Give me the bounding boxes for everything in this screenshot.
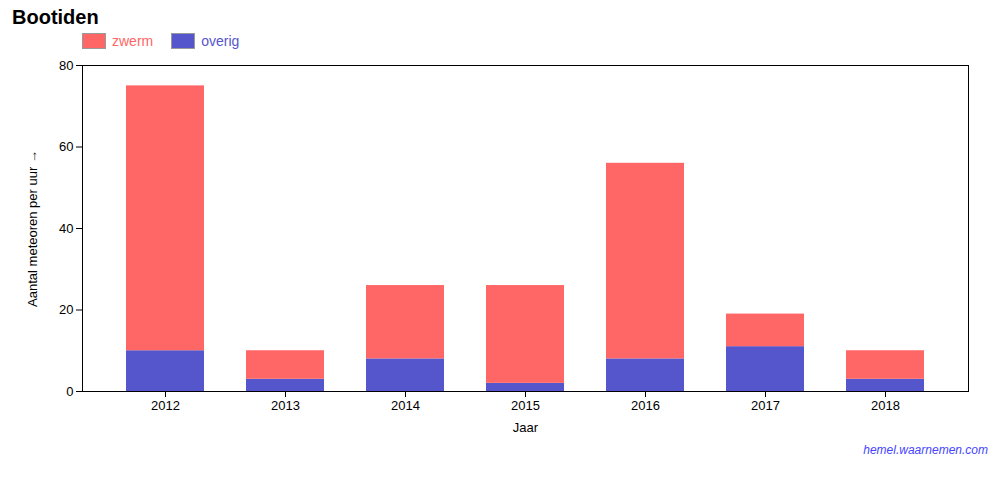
svg-text:20: 20 [59, 302, 73, 317]
svg-text:2016: 2016 [631, 398, 660, 413]
html-text:zwerm: zwerm [112, 33, 154, 49]
svg-text:80: 80 [59, 58, 73, 73]
svg-text:2015: 2015 [511, 398, 540, 413]
html-text:overig: overig [201, 33, 240, 49]
html-text:hemel.waarnemen.com: hemel.waarnemen.com [863, 443, 988, 457]
svg-text:40: 40 [59, 221, 73, 236]
svg-text:2012: 2012 [151, 398, 180, 413]
svg-text:60: 60 [59, 139, 73, 154]
svg-text:2014: 2014 [391, 398, 420, 413]
svg-text:2013: 2013 [271, 398, 300, 413]
svg-text:Jaar: Jaar [513, 420, 539, 435]
svg-text:2018: 2018 [871, 398, 900, 413]
html-text:Bootiden: Bootiden [12, 6, 99, 28]
svg-text:0: 0 [66, 384, 73, 399]
svg-text:2017: 2017 [751, 398, 780, 413]
svg-text:Aantal meteoren per uur →: Aantal meteoren per uur → [25, 150, 40, 307]
